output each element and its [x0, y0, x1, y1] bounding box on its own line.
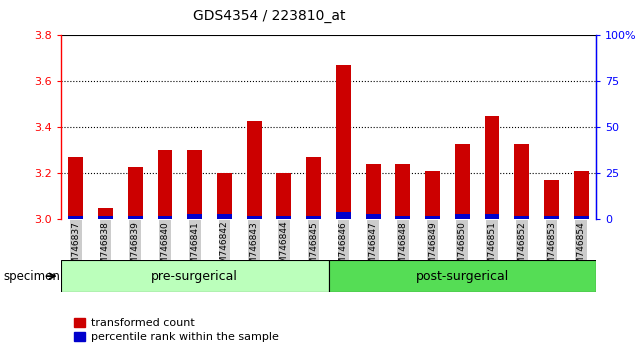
Bar	[336, 212, 351, 219]
Bar	[306, 216, 321, 219]
Text: GDS4354 / 223810_at: GDS4354 / 223810_at	[193, 9, 345, 23]
Bar	[306, 157, 321, 219]
Bar	[395, 216, 410, 219]
Bar	[247, 120, 262, 219]
Bar	[425, 216, 440, 219]
Bar	[98, 208, 113, 219]
Bar	[514, 216, 529, 219]
Bar	[217, 214, 232, 219]
Bar	[61, 260, 328, 292]
Text: specimen: specimen	[3, 270, 60, 282]
Bar	[328, 260, 596, 292]
Bar	[128, 167, 143, 219]
Bar	[247, 216, 262, 219]
Bar	[69, 216, 83, 219]
Bar	[574, 216, 588, 219]
Bar	[336, 65, 351, 219]
Bar	[69, 157, 83, 219]
Bar	[187, 214, 202, 219]
Bar	[455, 214, 470, 219]
Bar	[365, 214, 381, 219]
Text: post-surgerical: post-surgerical	[416, 270, 509, 282]
Legend: transformed count, percentile rank within the sample: transformed count, percentile rank withi…	[70, 314, 283, 347]
Bar	[544, 216, 559, 219]
Bar	[217, 173, 232, 219]
Bar	[485, 214, 499, 219]
Bar	[544, 181, 559, 219]
Bar	[425, 171, 440, 219]
Bar	[276, 216, 292, 219]
Bar	[98, 216, 113, 219]
Text: pre-surgerical: pre-surgerical	[151, 270, 238, 282]
Bar	[574, 171, 588, 219]
Bar	[455, 143, 470, 219]
Bar	[158, 150, 172, 219]
Bar	[485, 116, 499, 219]
Bar	[276, 173, 292, 219]
Bar	[365, 164, 381, 219]
Bar	[158, 216, 172, 219]
Bar	[187, 150, 202, 219]
Bar	[395, 164, 410, 219]
Bar	[514, 143, 529, 219]
Bar	[128, 216, 143, 219]
